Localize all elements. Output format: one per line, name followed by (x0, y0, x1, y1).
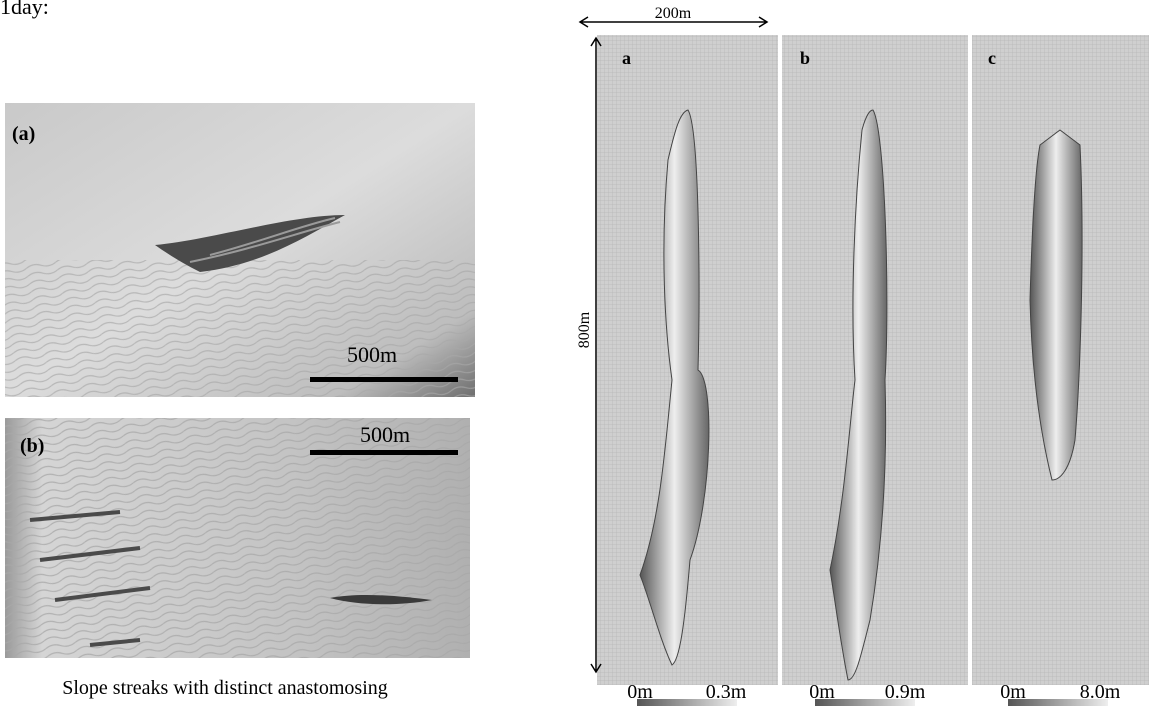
photo-label: (a) (12, 123, 35, 145)
width-label: 200m (655, 5, 692, 22)
photo-label: (b) (20, 435, 44, 457)
ripples (5, 260, 475, 397)
sim-panels: a b c (597, 35, 1149, 685)
header-text: 1day: (0, 0, 49, 19)
colorbar-min: 0m (627, 681, 653, 703)
scale-label: 500m (360, 422, 410, 447)
caption: Slope streaks with distinct anastomosing (62, 677, 388, 699)
colorbar-max: 8.0m (1080, 681, 1121, 703)
panel-label: b (800, 48, 810, 68)
colorbar-min: 0m (809, 681, 835, 703)
colorbar-max: 0.3m (706, 681, 747, 703)
height-label: 800m (576, 311, 593, 348)
page: 1day: (a) 500m (b) 500m Slope streaks wi… (0, 0, 1149, 706)
colorbar-max: 0.9m (885, 681, 926, 703)
scale-label: 500m (347, 342, 397, 367)
colorbar-min: 0m (1000, 681, 1026, 703)
scale-bar (310, 450, 458, 455)
panel-label: a (622, 48, 631, 68)
panel-label: c (988, 48, 996, 68)
figure: 1day: (a) 500m (b) 500m Slope streaks wi… (0, 0, 1149, 706)
scale-bar (310, 377, 458, 382)
